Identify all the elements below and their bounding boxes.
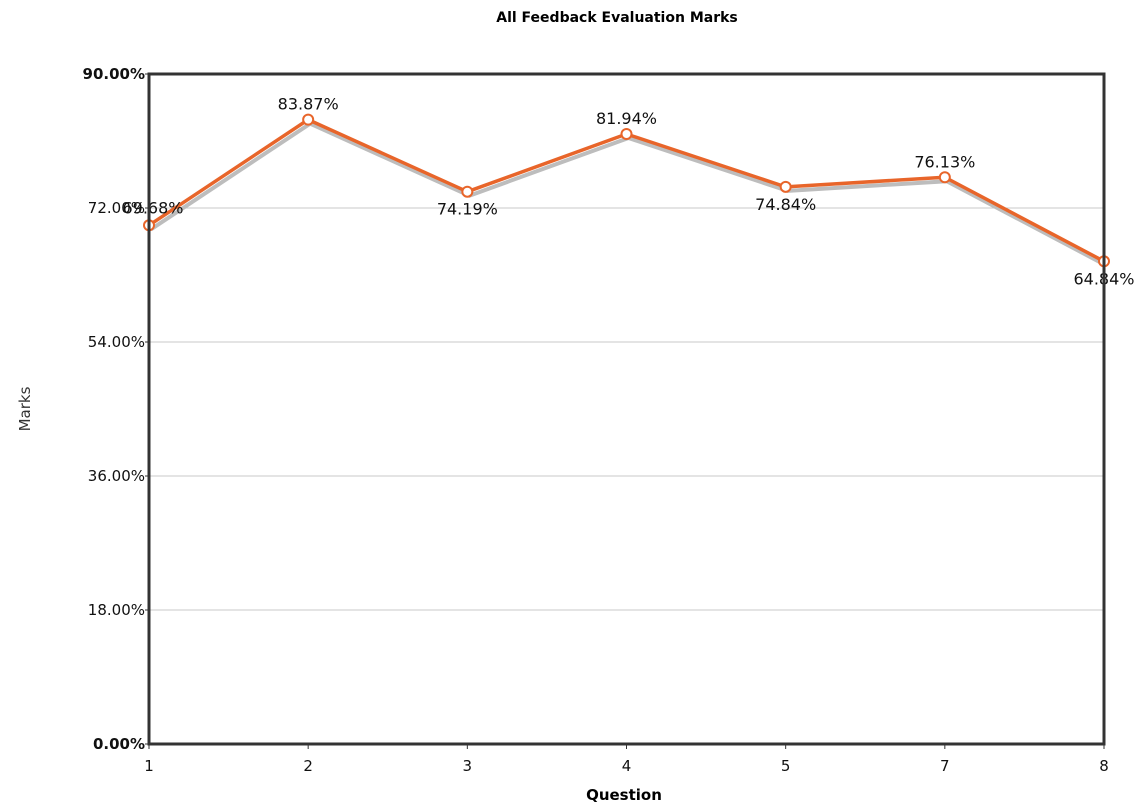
data-label: 69.68% xyxy=(122,198,183,217)
gridlines xyxy=(149,207,1104,611)
x-tick-label: 7 xyxy=(940,757,950,775)
data-point xyxy=(302,113,315,126)
x-tick-label: 4 xyxy=(622,757,632,775)
x-tick-label: 3 xyxy=(463,757,473,775)
data-point xyxy=(938,171,951,184)
data-labels: 69.68%83.87%74.19%81.94%74.84%76.13%64.8… xyxy=(122,95,1134,289)
x-axis-ticks: 1 2 3 4 5 7 8 xyxy=(144,744,1109,775)
data-point xyxy=(461,185,474,198)
data-label: 81.94% xyxy=(596,109,657,128)
x-tick-label: 8 xyxy=(1099,757,1109,775)
y-axis-ticks: 0.00% 18.00% 36.00% 54.00% 72.00% 90.00% xyxy=(83,65,149,753)
data-point xyxy=(620,128,633,141)
y-tick-label: 90.00% xyxy=(83,65,145,83)
x-axis-title: Question xyxy=(586,786,662,804)
x-tick-label: 5 xyxy=(781,757,791,775)
y-tick-label: 0.00% xyxy=(93,735,145,753)
y-axis-title: Marks xyxy=(16,386,34,431)
plot-frame xyxy=(147,72,1106,746)
y-tick-label: 54.00% xyxy=(88,333,145,351)
chart-title: All Feedback Evaluation Marks xyxy=(496,10,738,26)
data-label: 74.19% xyxy=(437,200,498,219)
x-tick-label: 2 xyxy=(303,757,313,775)
data-point xyxy=(779,180,792,193)
y-tick-label: 36.00% xyxy=(88,467,145,485)
data-label: 83.87% xyxy=(278,95,339,114)
x-tick-label: 1 xyxy=(144,757,154,775)
data-label: 74.84% xyxy=(755,195,816,214)
y-tick-label: 18.00% xyxy=(88,601,145,619)
series-line xyxy=(143,113,1110,268)
y-tick-label: 72.00% xyxy=(88,199,145,217)
data-label: 76.13% xyxy=(914,152,975,171)
series-shadow xyxy=(149,121,1107,268)
